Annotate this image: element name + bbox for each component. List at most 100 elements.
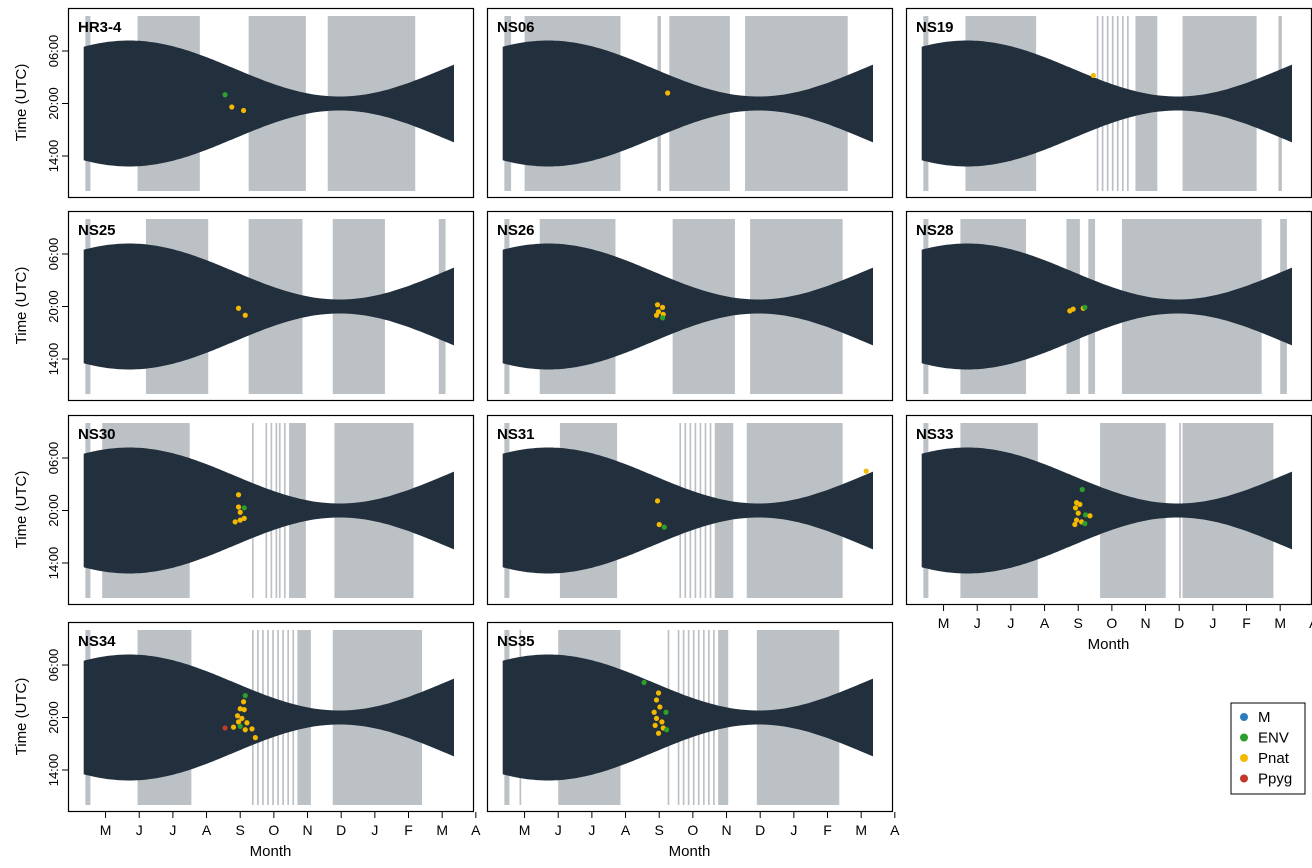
x-tick-label: J [371, 822, 378, 838]
x-tick-label: N [721, 822, 731, 838]
detection-point-pnat [239, 715, 245, 721]
detection-point-pnat [665, 90, 671, 96]
x-tick-label: A [471, 822, 481, 838]
x-tick-label: J [555, 822, 562, 838]
panel-ns26: NS26 [486, 210, 894, 402]
night-band [921, 447, 1292, 574]
detection-point-pnat [659, 719, 665, 725]
y-tick-label: 14:00 [46, 140, 61, 173]
x-tick-label: M [100, 822, 112, 838]
detection-point-pnat [252, 735, 258, 741]
x-tick-label: N [302, 822, 312, 838]
y-tick-label: 06:00 [46, 238, 61, 271]
panel-ns33: NS33 M J J A S O N D J F M A Month [905, 414, 1312, 653]
detection-point-pnat [655, 690, 662, 696]
detection-point-pnat [234, 713, 241, 719]
detection-point-pnat [241, 515, 247, 521]
night-band [83, 654, 454, 781]
detection-point-pnat [230, 724, 237, 730]
x-tick-label: F [823, 822, 832, 838]
x-tick-label: D [336, 822, 346, 838]
legend-marker-m [1240, 713, 1248, 721]
x-axis-label: Month [250, 843, 292, 860]
legend-label-env: ENV [1258, 730, 1289, 747]
x-tick-label: M [1274, 615, 1286, 631]
detection-point-pnat [237, 706, 243, 712]
x-tick-label: A [1309, 615, 1312, 631]
night-band [921, 243, 1292, 370]
detection-point-pnat [249, 726, 255, 732]
detection-point-env [663, 709, 669, 715]
x-tick-label: O [687, 822, 698, 838]
panel-frame [486, 621, 894, 813]
detection-point-pnat [657, 704, 663, 710]
detection-point-pnat [651, 709, 657, 715]
panel-frame [67, 7, 475, 199]
x-tick-label: D [755, 822, 765, 838]
detection-point-pnat [656, 521, 662, 528]
detection-point-env [1079, 486, 1085, 493]
legend-label-ppyg: Ppyg [1258, 771, 1292, 788]
night-band [502, 40, 873, 167]
detection-point-pnat [235, 719, 242, 725]
detection-point-pnat [655, 730, 662, 736]
detection-point-pnat [1070, 306, 1076, 312]
detection-point-env [659, 315, 666, 321]
detection-point-env [237, 723, 243, 729]
x-tick-label: O [1106, 615, 1117, 631]
y-tick-label: 14:00 [46, 754, 61, 787]
panel-ns30: NS30 06:00 20:00 14:00 Time (UTC) [13, 414, 475, 606]
panel-ns06: NS06 [486, 7, 894, 199]
detection-point-pnat [235, 504, 242, 510]
detection-point-env [641, 679, 647, 686]
detection-point-pnat [1073, 517, 1080, 523]
night-band [502, 243, 873, 370]
y-tick-label: 20:00 [46, 87, 61, 120]
y-tick-label: 14:00 [46, 343, 61, 376]
y-tick-label: 06:00 [46, 442, 61, 475]
legend-marker-ppyg [1240, 774, 1248, 783]
panel-label: NS26 [497, 222, 535, 239]
x-tick-label: M [436, 822, 448, 838]
x-tick-label: F [404, 822, 413, 838]
detection-point-pnat [240, 107, 247, 114]
y-tick-label: 20:00 [46, 701, 61, 734]
x-axis-label: Month [669, 843, 711, 860]
x-axis-label: Month [1088, 636, 1130, 653]
panel-ns31: NS31 [486, 414, 894, 606]
x-tick-label: O [268, 822, 279, 838]
detection-point-env [664, 727, 670, 733]
night-band [83, 40, 454, 167]
x-tick-label: N [1140, 615, 1150, 631]
x-tick-label: A [890, 822, 900, 838]
detection-point-pnat [1072, 521, 1078, 528]
detection-point-env [1082, 521, 1088, 527]
legend-marker-env [1240, 733, 1248, 742]
detection-point-env [222, 92, 228, 98]
panel-label: NS25 [78, 222, 116, 239]
panel-frame [67, 210, 475, 402]
night-band [502, 447, 873, 574]
panel-label: NS19 [916, 19, 954, 36]
detection-point-pnat [653, 697, 660, 703]
detection-point-pnat [237, 509, 243, 515]
x-tick-label: M [938, 615, 950, 631]
y-tick-label: 20:00 [46, 290, 61, 323]
detection-point-pnat [240, 699, 247, 705]
detection-point-pnat [659, 304, 666, 310]
panel-label: NS30 [78, 426, 116, 443]
x-tick-label: S [236, 822, 245, 838]
x-tick-label: A [202, 822, 212, 838]
panel-label: NS33 [916, 426, 954, 443]
y-axis-label: Time (UTC) [13, 678, 30, 756]
panel-ns35: NS35 M J J A S O N D J F M A Month [486, 621, 900, 860]
detection-point-pnat [653, 715, 660, 721]
x-tick-label: S [1074, 615, 1083, 631]
panel-label: NS28 [916, 222, 954, 239]
legend-label-m: M [1258, 709, 1271, 726]
x-tick-label: M [855, 822, 867, 838]
y-tick-label: 06:00 [46, 35, 61, 68]
panel-frame [67, 621, 475, 813]
detection-point-pnat [1087, 513, 1093, 519]
